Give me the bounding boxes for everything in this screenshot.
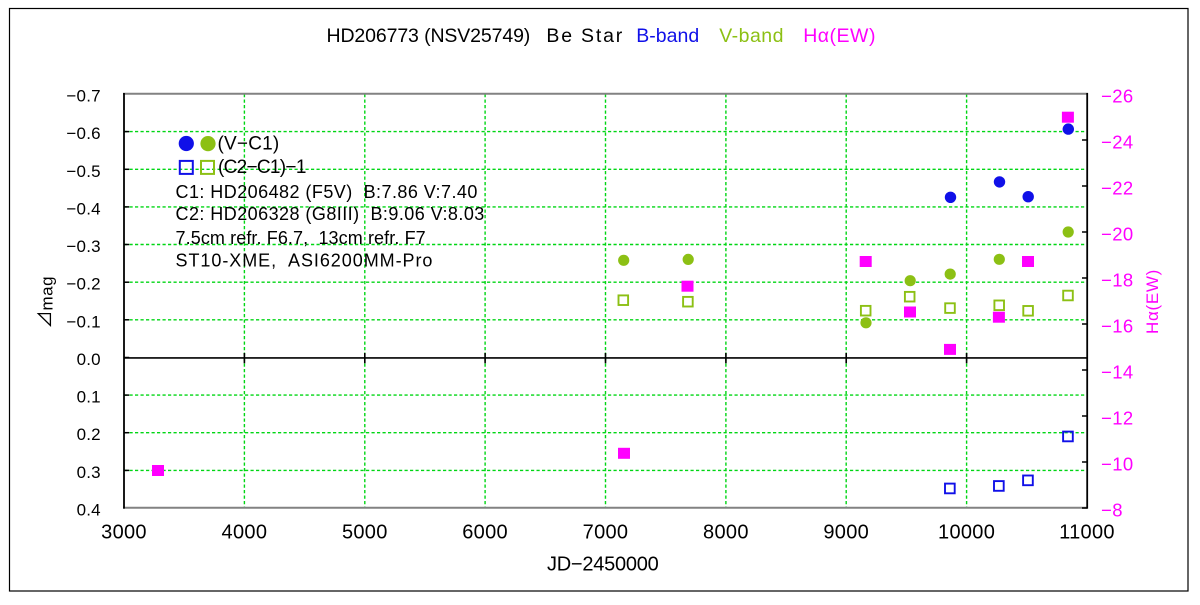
svg-text:−16: −16 [1101, 315, 1134, 336]
svg-text:−0.2: −0.2 [66, 275, 100, 294]
svg-text:mag: mag [38, 276, 57, 311]
svg-text:−12: −12 [1101, 407, 1134, 428]
svg-text:HD206773 (NSV25749): HD206773 (NSV25749) [327, 25, 531, 47]
svg-text:0.0: 0.0 [77, 350, 101, 369]
svg-text:10000: 10000 [938, 522, 995, 544]
svg-text:−26: −26 [1101, 85, 1134, 106]
svg-text:−24: −24 [1101, 131, 1134, 152]
svg-text:9000: 9000 [823, 522, 869, 544]
svg-text:B-band: B-band [636, 25, 699, 47]
svg-text:−0.6: −0.6 [66, 124, 100, 143]
svg-text:−0.4: −0.4 [66, 199, 100, 218]
svg-text:4000: 4000 [222, 522, 268, 544]
svg-text:−20: −20 [1101, 223, 1134, 244]
svg-text:−8: −8 [1101, 499, 1123, 520]
svg-text:0.4: 0.4 [77, 501, 101, 520]
svg-text:ST10-XME, ASI6200MM-Pro: ST10-XME, ASI6200MM-Pro [176, 251, 434, 271]
svg-text:7000: 7000 [583, 522, 629, 544]
svg-text:7.5cm refr. F6.7, 13cm refr.: 7.5cm refr. F6.7, 13cm refr. F7 [176, 228, 426, 248]
svg-text:(C2−C1)−1: (C2−C1)−1 [218, 157, 306, 178]
svg-text:−18: −18 [1101, 269, 1134, 290]
svg-text:8000: 8000 [703, 522, 749, 544]
svg-text:Be Star: Be Star [546, 25, 624, 47]
svg-text:−0.3: −0.3 [66, 237, 100, 256]
svg-text:(V−C1): (V−C1) [218, 133, 280, 154]
svg-text:−22: −22 [1101, 177, 1134, 198]
svg-text:C2: HD206328 (G8III) B:9.06 V: C2: HD206328 (G8III) B:9.06 V:8.03 [176, 204, 485, 224]
svg-text:−10: −10 [1101, 453, 1134, 474]
svg-text:−0.5: −0.5 [66, 162, 100, 181]
svg-text:−0.7: −0.7 [66, 87, 100, 106]
svg-text:0.3: 0.3 [77, 463, 101, 482]
svg-text:0.1: 0.1 [77, 388, 101, 407]
svg-text:−0.1: −0.1 [66, 312, 100, 331]
svg-text:JD−2450000: JD−2450000 [547, 554, 659, 576]
svg-text:C1: HD206482 (F5V) B:7.86 V:7: C1: HD206482 (F5V) B:7.86 V:7.40 [176, 182, 478, 202]
svg-text:−14: −14 [1101, 361, 1134, 382]
svg-text:0.2: 0.2 [77, 425, 101, 444]
svg-text:6000: 6000 [462, 522, 508, 544]
svg-text:11000: 11000 [1059, 522, 1115, 544]
svg-text:Hα(EW): Hα(EW) [1143, 269, 1162, 334]
svg-text:5000: 5000 [342, 522, 388, 544]
svg-text:Hα(EW): Hα(EW) [803, 25, 876, 47]
svg-text:3000: 3000 [101, 522, 147, 544]
svg-text:V-band: V-band [719, 25, 784, 47]
